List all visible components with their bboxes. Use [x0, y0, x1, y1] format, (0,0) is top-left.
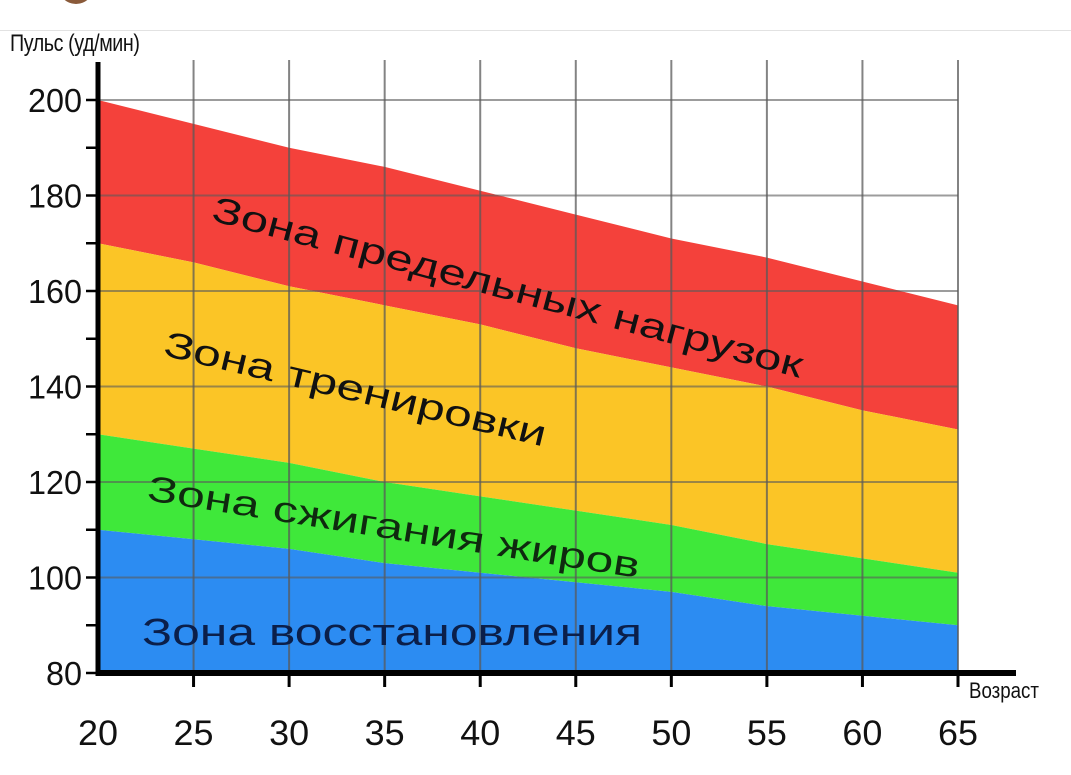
- y-tick-label: 160: [28, 273, 82, 310]
- x-tick-label: 55: [747, 714, 787, 753]
- grid-lines: [98, 60, 959, 673]
- zone-label-3: Зона восстановления: [142, 612, 642, 654]
- y-tick-label: 80: [46, 655, 82, 692]
- x-tick-label: 60: [842, 714, 882, 753]
- y-tick-label: 120: [28, 464, 82, 501]
- top-strip: [0, 0, 1071, 31]
- y-axis-title: Пульс (уд/мин): [10, 30, 140, 57]
- x-tick-label: 30: [269, 714, 309, 753]
- x-tick-label: 20: [78, 714, 118, 753]
- x-tick-label: 50: [651, 714, 691, 753]
- x-axis-title: Возраст: [969, 678, 1039, 703]
- zone-area-3: [98, 529, 958, 673]
- avatar: [58, 0, 94, 4]
- tick-labels: 80 100 120 140 160 180 200 20 25 30 35 40 45 50 55 60 65: [28, 82, 978, 753]
- zone-area-1: [98, 243, 958, 573]
- y-tick-label: 180: [28, 178, 82, 215]
- axes: [86, 62, 1016, 687]
- x-tick-label: 25: [174, 714, 214, 753]
- x-tick-label: 40: [460, 714, 500, 753]
- y-tick-label: 200: [28, 82, 82, 119]
- y-tick-label: 140: [28, 369, 82, 406]
- x-tick-label: 45: [556, 714, 596, 753]
- x-tick-label: 65: [938, 714, 978, 753]
- zone-area-0: [98, 100, 958, 430]
- y-tick-label: 100: [28, 560, 82, 597]
- x-tick-label: 35: [365, 714, 405, 753]
